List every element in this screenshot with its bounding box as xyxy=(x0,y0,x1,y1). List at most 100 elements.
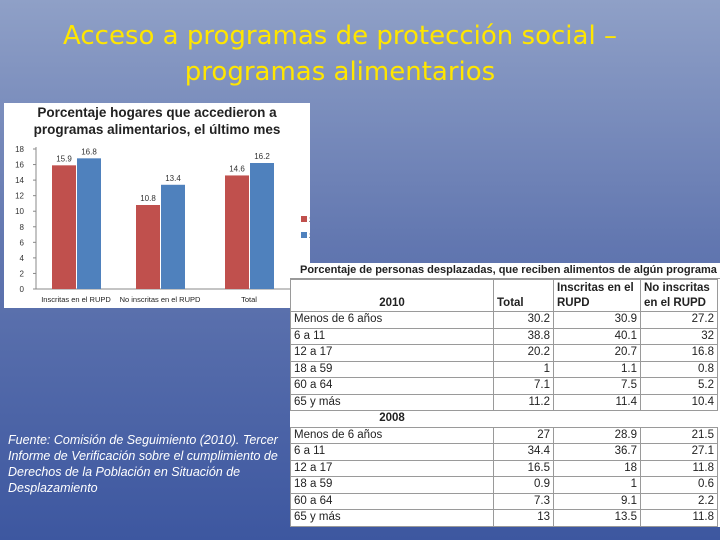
bar-2008 xyxy=(225,175,249,289)
table-row: 65 y más 11.2 11.4 10.4 xyxy=(290,393,718,411)
table-year-spacer xyxy=(493,410,718,428)
table-row-label: 12 a 17 xyxy=(290,459,494,477)
bar-2010 xyxy=(250,163,274,289)
data-label: 10.8 xyxy=(140,194,156,203)
table-row-label: 12 a 17 xyxy=(290,344,494,362)
bar-2010 xyxy=(77,158,101,289)
table-cell: 7.1 xyxy=(493,377,554,395)
table-cell: 32 xyxy=(640,327,718,345)
table-row-label: 60 a 64 xyxy=(290,377,494,395)
slide-title: Acceso a programas de protección social … xyxy=(0,18,680,90)
table-cell: 27.1 xyxy=(640,443,718,461)
table-row-label: 18 a 59 xyxy=(290,476,494,494)
table-row: 12 a 17 16.5 18 11.8 xyxy=(290,459,718,477)
table-cell: 2.2 xyxy=(640,492,718,510)
bar-chart-panel: 0 2 4 6 8 10 12 14 16 18 15.9 16.8 Inscritas en el R… xyxy=(4,103,310,308)
table-row-label: 6 a 11 xyxy=(290,443,494,461)
table-cell: 11.2 xyxy=(493,393,554,411)
table-row-label: 65 y más xyxy=(290,509,494,527)
table-cell: 30.2 xyxy=(493,311,554,329)
table-row: 18 a 59 1 1.1 0.8 xyxy=(290,360,718,378)
table-row: 60 a 64 7.1 7.5 5.2 xyxy=(290,377,718,395)
y-tick-label: 0 xyxy=(20,285,25,294)
table-header-year: 2010 xyxy=(290,279,494,312)
table-title: Porcentaje de personas desplazadas, que … xyxy=(290,263,720,279)
table-row-label: Menos de 6 años xyxy=(290,311,494,329)
table-cell: 11.8 xyxy=(640,459,718,477)
table-row: 60 a 64 7.3 9.1 2.2 xyxy=(290,492,718,510)
legend-label-2010: 2010 xyxy=(309,231,310,240)
bar-2010 xyxy=(161,184,185,289)
table-row: 65 y más 13 13.5 11.8 xyxy=(290,509,718,527)
table-header-row: 2010 Total Inscritas en el RUPD No inscrita… xyxy=(290,279,718,312)
y-tick-label: 6 xyxy=(20,238,25,247)
data-label: 13.4 xyxy=(165,174,181,183)
table-row: 18 a 59 0.9 1 0.6 xyxy=(290,476,718,494)
table-cell: 7.3 xyxy=(493,492,554,510)
table-row-label: Menos de 6 años xyxy=(290,426,494,444)
table-cell: 0.9 xyxy=(493,476,554,494)
table-cell: 28.9 xyxy=(553,426,641,444)
table-cell: 11.4 xyxy=(553,393,641,411)
legend-swatch-2010 xyxy=(301,232,307,238)
table-cell: 10.4 xyxy=(640,393,718,411)
table-cell: 1 xyxy=(493,360,554,378)
y-tick-label: 18 xyxy=(15,145,24,154)
data-label: 15.9 xyxy=(56,154,72,163)
table-cell: 1.1 xyxy=(553,360,641,378)
y-tick-label: 2 xyxy=(20,269,25,278)
category-label: Inscritas en el RUPD xyxy=(41,295,111,304)
table-cell: 20.7 xyxy=(553,344,641,362)
category-label: No inscritas en el RUPD xyxy=(120,295,201,304)
category-label: Total xyxy=(241,295,257,304)
table-cell: 5.2 xyxy=(640,377,718,395)
data-label: 14.6 xyxy=(229,164,245,173)
table-cell: 38.8 xyxy=(493,327,554,345)
bar-chart: 0 2 4 6 8 10 12 14 16 18 15.9 16.8 Inscritas en el R… xyxy=(15,145,310,304)
table-cell: 40.1 xyxy=(553,327,641,345)
table-row-label: 60 a 64 xyxy=(290,492,494,510)
table-panel: Porcentaje de personas desplazadas, que … xyxy=(290,263,720,527)
slide-title-line2: programas alimentarios xyxy=(184,57,496,87)
chart-title: Porcentaje hogares que accedieron a prog… xyxy=(4,104,310,138)
table-cell: 34.4 xyxy=(493,443,554,461)
legend-label-2008: 2008 xyxy=(309,215,310,224)
y-tick-label: 8 xyxy=(20,223,25,232)
bar-2008 xyxy=(52,165,76,289)
table-cell: 13.5 xyxy=(553,509,641,527)
legend-swatch-2008 xyxy=(301,216,307,222)
data-label: 16.2 xyxy=(254,152,270,161)
source-note: Fuente: Comisión de Seguimiento (2010). … xyxy=(8,433,278,495)
table-cell: 7.5 xyxy=(553,377,641,395)
table-cell: 0.8 xyxy=(640,360,718,378)
table-cell: 36.7 xyxy=(553,443,641,461)
table-cell: 27 xyxy=(493,426,554,444)
table-row-label: 18 a 59 xyxy=(290,360,494,378)
bar-2008 xyxy=(136,205,160,289)
table-row: 6 a 11 34.4 36.7 27.1 xyxy=(290,443,718,461)
y-tick-label: 14 xyxy=(15,176,24,185)
table-row-label: 65 y más xyxy=(290,393,494,411)
y-tick-label: 12 xyxy=(15,192,24,201)
table-cell: 1 xyxy=(553,476,641,494)
table-cell: 16.8 xyxy=(640,344,718,362)
table-cell: 30.9 xyxy=(553,311,641,329)
table-cell: 18 xyxy=(553,459,641,477)
table-header-no-inscritas: No inscritas en el RUPD xyxy=(640,279,718,312)
chart-title-line1: Porcentaje hogares que accedieron a xyxy=(37,105,277,120)
table-cell: 9.1 xyxy=(553,492,641,510)
table-row: 6 a 11 38.8 40.1 32 xyxy=(290,327,718,345)
table-year-label: 2008 xyxy=(290,410,494,428)
data-label: 16.8 xyxy=(81,147,97,156)
y-tick-label: 16 xyxy=(15,161,24,170)
table-cell: 20.2 xyxy=(493,344,554,362)
table-header-total: Total xyxy=(493,279,554,312)
table-cell: 0.6 xyxy=(640,476,718,494)
table-cell: 21.5 xyxy=(640,426,718,444)
y-tick-label: 10 xyxy=(15,207,24,216)
table-row: Menos de 6 años 27 28.9 21.5 xyxy=(290,426,718,444)
table-year-row: 2008 xyxy=(290,410,718,428)
table-cell: 13 xyxy=(493,509,554,527)
table-row: 12 a 17 20.2 20.7 16.8 xyxy=(290,344,718,362)
slide-title-line1: Acceso a programas de protección social … xyxy=(63,21,617,51)
